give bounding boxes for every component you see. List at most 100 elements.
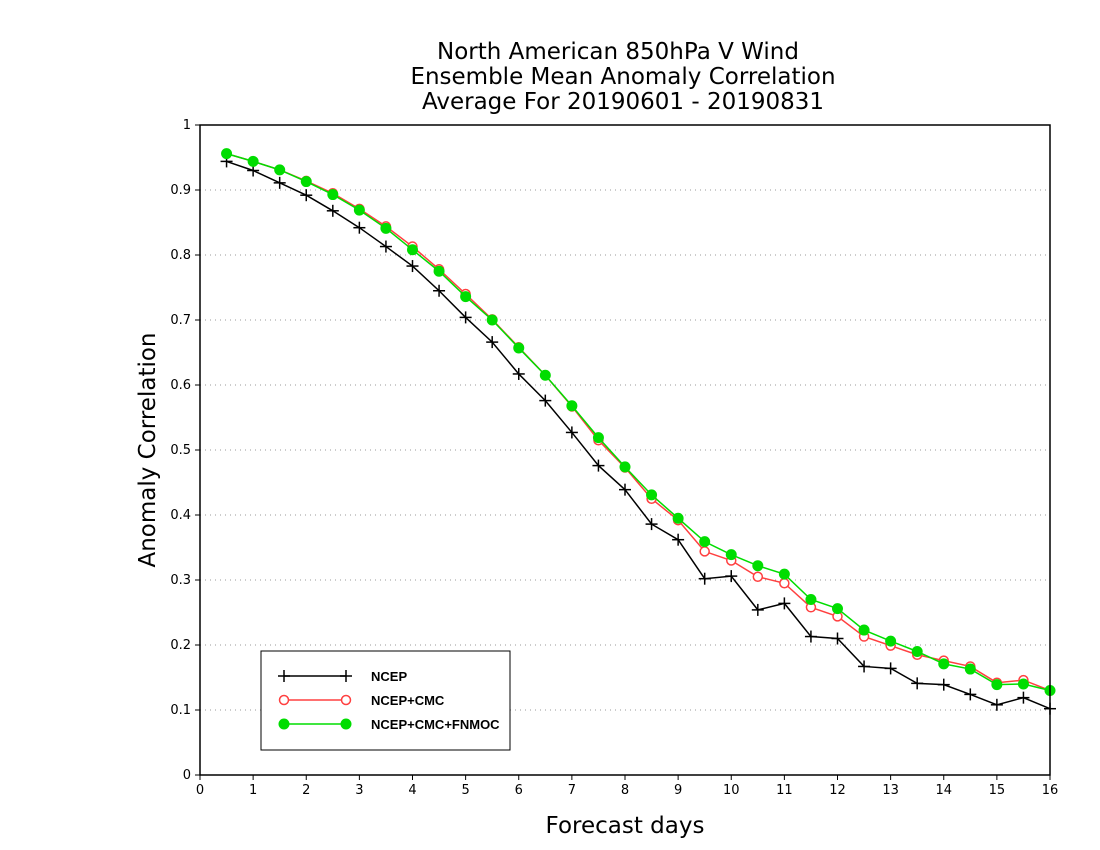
x-axis-label: Forecast days [546,813,705,839]
data-point-ncep [645,518,658,531]
legend-item-ncep-cmc-fnmoc: NCEP+CMC+FNMOC [278,717,500,732]
data-point-ncep-cmc-fnmoc [539,369,551,381]
y-tick-label: 0.3 [170,573,191,588]
data-point-ncep [725,570,738,583]
data-point-ncep-cmc-fnmoc [353,204,365,216]
data-point-ncep [379,240,392,253]
legend: NCEP NCEP+CMC NCEP+CMC+FNMOC [260,650,511,751]
data-point-ncep-cmc [699,546,710,557]
data-point-ncep-cmc-fnmoc [566,400,578,412]
data-point-ncep [990,698,1003,711]
data-point-ncep-cmc-fnmoc [274,164,286,176]
data-point-ncep-cmc-fnmoc [247,155,259,167]
series-line-ncep [226,160,1051,710]
data-point-ncep [433,284,446,297]
x-tick-label: 12 [829,783,846,798]
legend-label: NCEP [371,669,407,684]
y-tick-label: 0.9 [170,183,191,198]
legend-item-ncep-cmc: NCEP+CMC [278,693,445,708]
data-point-ncep-cmc-fnmoc [486,314,498,326]
data-point-ncep [353,221,366,234]
data-point-ncep-cmc-fnmoc [433,265,445,277]
series-ncep-cmc [221,148,1056,696]
data-point-ncep [406,260,419,273]
x-tick-label: 11 [776,783,793,798]
data-point-ncep-cmc-fnmoc [672,512,684,524]
legend-marker [340,670,352,682]
y-tick-label: 0.8 [170,248,191,263]
data-point-ncep [778,597,791,610]
data-point-ncep [539,394,552,407]
title-line-1: North American 850hPa V Wind [437,39,799,65]
legend-marker [278,670,290,682]
data-point-ncep [565,426,578,439]
x-tick-label: 4 [408,783,416,798]
data-point-ncep-cmc-fnmoc [619,461,631,473]
y-tick-label: 0.4 [170,508,191,523]
data-point-ncep [459,311,472,324]
x-tick-label: 3 [355,783,363,798]
x-tick-label: 15 [989,783,1006,798]
data-point-ncep-cmc-fnmoc [699,536,711,548]
y-tick-label: 0.7 [170,313,191,328]
data-point-ncep [831,632,844,645]
data-point-ncep [751,603,764,616]
legend-marker [340,718,352,730]
data-point-ncep [858,660,871,673]
data-point-ncep-cmc-fnmoc [513,342,525,354]
series-line-ncep-cmc [226,152,1051,692]
y-tick-label: 1 [183,118,191,133]
data-point-ncep-cmc [779,578,790,589]
data-point-ncep-cmc-fnmoc [725,549,737,561]
axis-ticks: 00.10.20.30.40.50.60.70.80.910 1 2 3 4 5 6 7 8 9 1… [170,118,1058,798]
chart-title: North American 850hPa V Wind Ensemble Me… [410,39,835,115]
x-tick-label: 1 [249,783,257,798]
x-tick-label: 8 [621,783,629,798]
data-point-ncep [486,336,499,349]
data-point-ncep-cmc-fnmoc [380,222,392,234]
series-ncep [220,155,1056,715]
data-point-ncep [937,678,950,691]
data-point-ncep-cmc-fnmoc [778,568,790,580]
data-point-ncep [964,688,977,701]
data-point-ncep [619,483,631,496]
data-point-ncep [884,662,897,675]
x-tick-label: 5 [461,783,469,798]
title-line-2: Ensemble Mean Anomaly Correlation [410,64,835,90]
grid [200,189,1050,711]
data-point-ncep [1017,691,1030,704]
data-point-ncep-cmc [752,571,764,582]
y-tick-label: 0.2 [170,638,191,653]
data-point-ncep [512,367,525,380]
legend-label: NCEP+CMC+FNMOC [371,717,500,732]
x-tick-label: 9 [674,783,682,798]
series-line-ncep-cmc-fnmoc [226,152,1051,692]
x-tick-label: 2 [302,783,310,798]
y-tick-label: 0 [183,768,191,783]
data-point-ncep-cmc-fnmoc [592,432,604,444]
legend-marker [278,694,290,706]
data-point-ncep-cmc-fnmoc [964,663,976,675]
data-point-ncep [804,630,817,643]
legend-marker [340,694,352,706]
x-tick-label: 14 [935,783,952,798]
series-ncep-cmc-fnmoc [221,148,1056,696]
data-point-ncep [300,189,313,202]
data-point-ncep-cmc-fnmoc [407,244,418,256]
title-line-3: Average For 20190601 - 20190831 [422,89,824,115]
data-point-ncep [326,204,339,217]
data-point-ncep-cmc-fnmoc [858,624,870,636]
data-point-ncep-cmc-fnmoc [752,560,764,572]
x-tick-label: 6 [515,783,523,798]
x-tick-label: 16 [1042,783,1059,798]
data-point-ncep-cmc-fnmoc [832,603,843,615]
series-layer [220,148,1056,715]
data-point-ncep-cmc-fnmoc [938,658,950,670]
legend-marker [278,718,290,730]
data-point-ncep [911,677,924,690]
data-point-ncep-cmc-fnmoc [300,176,312,188]
data-point-ncep [592,459,605,472]
x-tick-label: 0 [196,783,204,798]
x-tick-label: 7 [568,783,576,798]
